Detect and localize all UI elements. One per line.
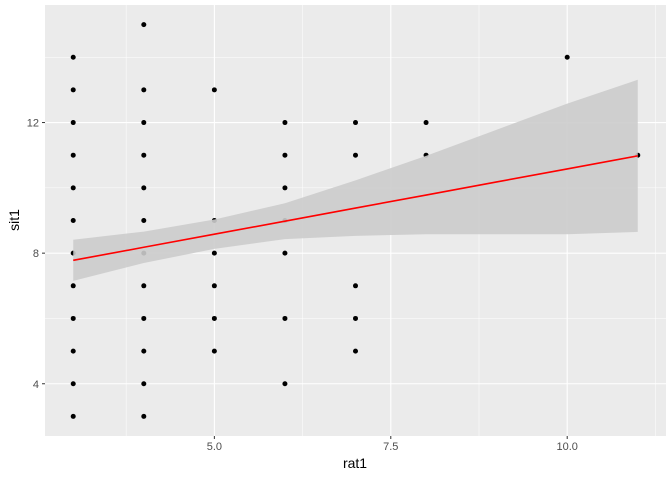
- point: [141, 348, 147, 354]
- point: [141, 152, 147, 158]
- point: [70, 348, 76, 354]
- point: [70, 413, 76, 419]
- point: [70, 87, 76, 93]
- point: [141, 120, 147, 126]
- point: [353, 315, 358, 321]
- point: [141, 413, 147, 419]
- point: [70, 218, 76, 223]
- y-tick-label: 12: [27, 118, 39, 130]
- point: [141, 22, 147, 28]
- point: [70, 120, 76, 126]
- point: [211, 315, 217, 321]
- point: [70, 54, 76, 60]
- point: [423, 120, 429, 126]
- y-tick-label: 8: [33, 248, 39, 260]
- point: [141, 218, 147, 223]
- point: [211, 348, 217, 354]
- x-tick-label: 7.5: [383, 441, 398, 453]
- confidence-band: [73, 79, 638, 281]
- point: [282, 185, 288, 191]
- point: [141, 87, 147, 93]
- point: [211, 250, 217, 256]
- point: [141, 283, 147, 289]
- y-axis-title: sit1: [6, 209, 22, 231]
- point: [70, 315, 76, 321]
- point: [141, 185, 147, 191]
- point: [282, 315, 288, 321]
- x-tick-label: 5.0: [207, 441, 222, 453]
- point: [282, 152, 288, 158]
- point: [70, 152, 76, 158]
- point: [70, 381, 76, 387]
- point: [282, 120, 288, 126]
- point: [282, 250, 288, 256]
- point: [282, 381, 288, 387]
- point: [141, 381, 147, 387]
- point: [564, 54, 570, 60]
- point: [70, 185, 76, 191]
- point: [141, 315, 147, 321]
- point: [353, 283, 358, 289]
- point: [353, 120, 358, 126]
- point: [211, 283, 217, 289]
- x-axis-title: rat1: [343, 455, 367, 471]
- point: [353, 152, 358, 158]
- point: [70, 283, 76, 289]
- x-tick-label: 10.0: [556, 441, 577, 453]
- point: [211, 87, 217, 93]
- point: [353, 348, 358, 354]
- fit-line: [73, 155, 638, 262]
- y-tick-label: 4: [33, 379, 39, 391]
